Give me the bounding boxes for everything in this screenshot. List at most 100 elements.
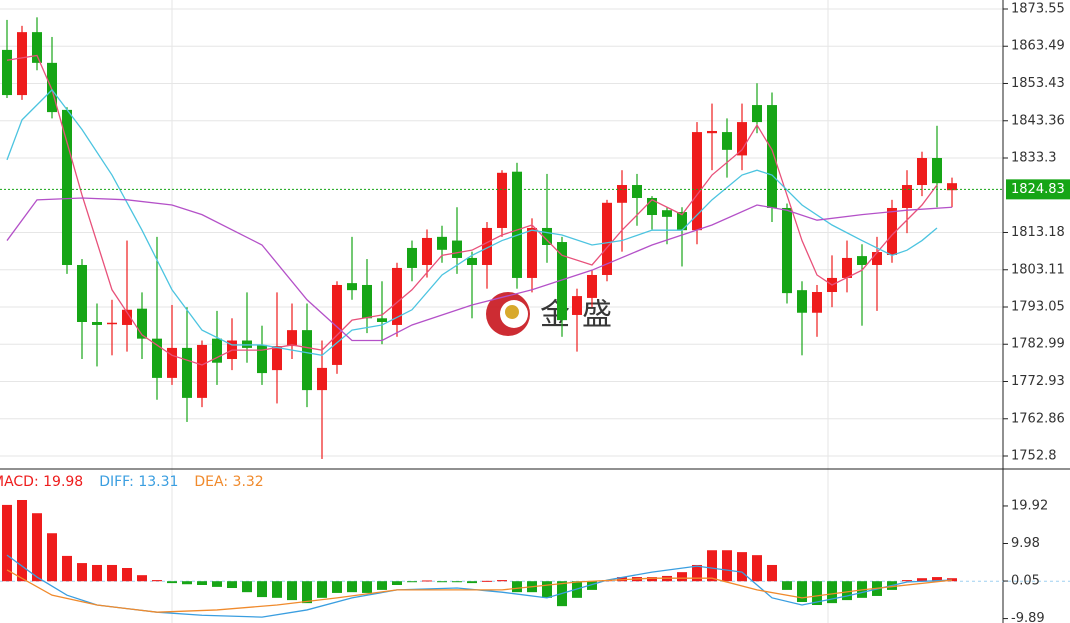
macd-bar	[272, 581, 282, 598]
y-tick-label: 1873.55	[1011, 1, 1065, 16]
candle-body	[812, 292, 822, 313]
macd-bar	[287, 581, 297, 601]
candle-body	[272, 346, 282, 371]
macd-bar	[137, 575, 147, 582]
macd-bar	[842, 581, 852, 601]
y-tick-label: 1752.8	[1011, 449, 1057, 464]
macd-bar	[47, 533, 57, 582]
macd-bar	[482, 580, 492, 582]
y-tick-label: 19.92	[1011, 498, 1048, 513]
y-tick-label: 1833.3	[1011, 150, 1057, 165]
macd-bar	[77, 563, 87, 582]
candle-body	[467, 257, 477, 265]
candle-body	[182, 347, 192, 398]
candle-body	[662, 210, 672, 217]
candle-body	[542, 227, 552, 245]
macd-bar	[92, 564, 102, 582]
macd-bar	[512, 581, 522, 593]
indicator-label: DIFF: 13.31	[99, 474, 178, 490]
y-tick-label: 0.05	[1011, 574, 1040, 589]
candle-body	[572, 296, 582, 315]
macd-bar	[737, 552, 747, 582]
macd-bar	[707, 550, 717, 582]
macd-bar	[392, 581, 402, 585]
candle-body	[617, 185, 627, 203]
candle-body	[902, 185, 912, 208]
macd-bar	[197, 581, 207, 585]
watermark-text: 盛	[582, 298, 612, 333]
macd-bar	[722, 550, 732, 582]
macd-bar	[422, 580, 432, 582]
candle-body	[422, 237, 432, 265]
candle-body	[152, 338, 162, 378]
macd-bar	[302, 581, 312, 604]
candle-body	[317, 367, 327, 391]
candle-body	[947, 183, 957, 191]
line-series	[6, 197, 953, 342]
candle-body	[242, 340, 252, 348]
candle-body	[887, 207, 897, 255]
macd-bar	[677, 572, 687, 582]
line-series	[6, 569, 953, 613]
candle-body	[842, 257, 852, 278]
macd-bar	[467, 581, 477, 584]
candle-body	[452, 240, 462, 258]
candle-body	[677, 212, 687, 231]
y-tick-label: 1863.49	[1011, 39, 1065, 54]
macd-bar	[212, 581, 222, 587]
macd-bar	[542, 581, 552, 598]
candle-body	[62, 109, 72, 265]
candle-body	[392, 267, 402, 325]
y-tick-label: 1813.18	[1011, 225, 1065, 240]
candle-body	[857, 256, 867, 265]
macd-bar	[167, 581, 177, 584]
macd-bar	[377, 581, 387, 590]
candle-body	[107, 322, 117, 325]
macd-bar	[902, 580, 912, 582]
candle-body	[782, 207, 792, 294]
indicator-label: MACD: 19.98	[0, 474, 83, 490]
candle-body	[602, 202, 612, 275]
macd-bar	[812, 581, 822, 606]
macd-bar	[2, 504, 12, 582]
macd-bar	[407, 581, 417, 583]
macd-bar	[932, 577, 942, 582]
candle-body	[527, 227, 537, 278]
y-tick-label: 1782.99	[1011, 337, 1065, 352]
candle-body	[722, 132, 732, 150]
y-tick-label: 1793.05	[1011, 300, 1065, 315]
candle-body	[872, 252, 882, 265]
macd-bar	[797, 581, 807, 602]
candle-body	[77, 264, 87, 322]
candle-body	[47, 62, 57, 113]
macd-bar	[452, 581, 462, 583]
candle-body	[632, 185, 642, 198]
macd-bar	[827, 581, 837, 604]
y-tick-label: 1772.93	[1011, 374, 1065, 389]
macd-bar	[317, 581, 327, 598]
macd-bar	[152, 580, 162, 582]
macd-bar	[767, 564, 777, 582]
candle-body	[257, 344, 267, 374]
line-series	[6, 54, 938, 366]
y-tick-label: 1762.86	[1011, 411, 1065, 426]
y-tick-label: -9.89	[1011, 611, 1045, 623]
line-series	[6, 88, 938, 357]
macd-bar	[17, 499, 27, 582]
macd-bar	[257, 581, 267, 598]
watermark: 金 盛	[486, 292, 612, 336]
candle-body	[167, 347, 177, 378]
macd-bar	[782, 581, 792, 590]
logo	[505, 305, 519, 319]
y-tick-label: 1803.11	[1011, 262, 1065, 277]
macd-bar	[62, 555, 72, 582]
candle-body	[512, 171, 522, 278]
indicator-label: DEA: 3.32	[194, 474, 263, 490]
macd-bar	[107, 564, 117, 582]
candle-body	[92, 321, 102, 325]
candle-body	[212, 338, 222, 363]
candle-body	[692, 132, 702, 231]
macd-bar	[587, 581, 597, 590]
candle-body	[647, 197, 657, 216]
macd-bar	[332, 581, 342, 593]
